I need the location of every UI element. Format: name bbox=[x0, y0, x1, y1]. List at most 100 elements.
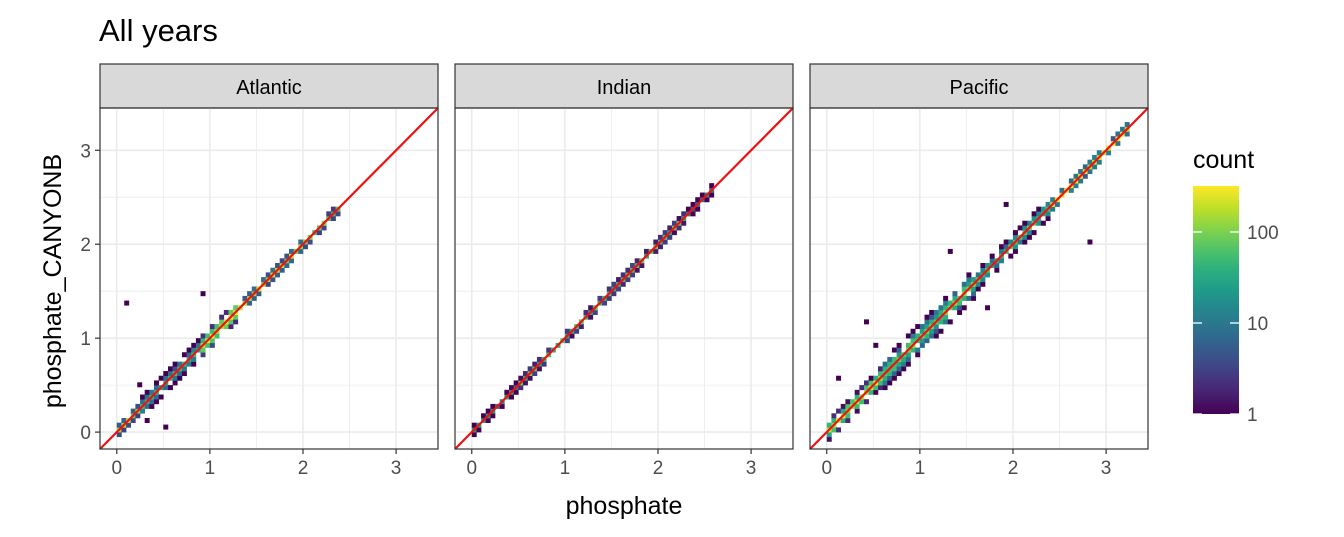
heatmap-tile bbox=[966, 295, 972, 301]
heatmap-tile bbox=[307, 239, 313, 245]
x-tick-label: 0 bbox=[466, 458, 477, 479]
heatmap-tile bbox=[1050, 197, 1056, 203]
facet-panel-atlantic: Atlantic 0 1 2 3 0 1 2 3 bbox=[80, 63, 439, 479]
heatmap-tile bbox=[938, 305, 944, 311]
heatmap-tile bbox=[826, 436, 832, 442]
heatmap-tile bbox=[929, 314, 935, 320]
heatmap-tile bbox=[989, 253, 995, 259]
heatmap-tile bbox=[1059, 187, 1065, 193]
heatmap-tile bbox=[172, 375, 178, 381]
heatmap-tile bbox=[140, 399, 145, 405]
heatmap-tile bbox=[667, 225, 673, 231]
heatmap-tile bbox=[854, 394, 860, 400]
heatmap-tile bbox=[1012, 244, 1018, 250]
panel-border bbox=[99, 107, 439, 450]
heatmap-tile bbox=[251, 295, 257, 301]
heatmap-tile bbox=[1096, 159, 1102, 165]
facet-strip-label: Pacific bbox=[950, 77, 1009, 99]
heatmap-tile bbox=[864, 380, 869, 386]
heatmap-tile bbox=[172, 380, 178, 386]
heatmap-tile bbox=[952, 291, 958, 297]
heatmap-tile bbox=[214, 333, 220, 339]
heatmap-tile bbox=[1087, 239, 1093, 245]
heatmap-tile bbox=[606, 286, 612, 292]
heatmap-tile bbox=[840, 403, 846, 409]
heatmap-tile bbox=[919, 338, 925, 344]
x-tick-label: 3 bbox=[391, 458, 402, 479]
heatmap-tile bbox=[298, 248, 304, 254]
heatmap-tile bbox=[1092, 154, 1098, 160]
heatmap-tile bbox=[1022, 234, 1028, 240]
heatmap-tile bbox=[859, 385, 865, 391]
heatmap-tile bbox=[1068, 178, 1074, 184]
heatmap-tile bbox=[121, 418, 127, 423]
heatmap-tile bbox=[671, 220, 677, 226]
heatmap-tile bbox=[546, 347, 552, 353]
heatmap-tile bbox=[882, 380, 888, 386]
heatmap-tile bbox=[896, 347, 902, 353]
heatmap-tile bbox=[275, 263, 281, 268]
heatmap-tile bbox=[1036, 211, 1042, 217]
heatmap-tile bbox=[896, 366, 902, 372]
heatmap-tile bbox=[124, 300, 130, 306]
heatmap-tile bbox=[191, 361, 197, 367]
heatmap-tile bbox=[522, 371, 528, 377]
color-legend: count 1 10 100 bbox=[1193, 146, 1279, 426]
heatmap-tile bbox=[891, 375, 897, 381]
heatmap-tile bbox=[831, 427, 837, 433]
heatmap-tile bbox=[172, 366, 178, 372]
heatmap-tile bbox=[957, 305, 963, 311]
heatmap-tile bbox=[910, 333, 916, 339]
heatmap-tile bbox=[657, 234, 663, 240]
heatmap-tile bbox=[961, 295, 967, 301]
x-tick-label: 1 bbox=[205, 458, 216, 479]
heatmap-tile bbox=[513, 389, 519, 395]
heatmap-tile bbox=[616, 286, 622, 292]
heatmap-tile bbox=[167, 366, 173, 372]
heatmap-tile bbox=[181, 371, 187, 377]
chart-title: All years bbox=[99, 13, 218, 48]
heatmap-tile bbox=[270, 277, 276, 283]
heatmap-tile bbox=[233, 319, 239, 325]
heatmap-tile bbox=[518, 375, 524, 381]
heatmap-tile bbox=[630, 272, 636, 278]
heatmap-tile bbox=[836, 427, 842, 433]
heatmap-tile bbox=[588, 305, 594, 311]
heatmap-tile bbox=[905, 333, 911, 339]
heatmap-tile bbox=[1054, 201, 1060, 207]
x-tick-label: 2 bbox=[653, 458, 664, 479]
heatmap-tile bbox=[854, 408, 860, 414]
heatmap-tile bbox=[877, 385, 883, 391]
heatmap-tile bbox=[971, 291, 977, 297]
facet-panels: Atlantic 0 1 2 3 0 1 2 3 Indian 0 1 2 3 Pacific 0 1 2 3 bbox=[80, 63, 1149, 479]
heatmap-tile bbox=[887, 371, 893, 377]
heatmap-tile bbox=[910, 328, 916, 334]
heatmap-tile bbox=[957, 300, 963, 306]
heatmap-tile bbox=[924, 319, 930, 325]
heatmap-tile bbox=[915, 333, 921, 339]
x-tick-label: 3 bbox=[1101, 458, 1112, 479]
heatmap-tile bbox=[943, 319, 949, 325]
heatmap-tile bbox=[905, 342, 911, 348]
heatmap-tile bbox=[1115, 131, 1121, 137]
heatmap-tile bbox=[509, 394, 514, 400]
heatmap-tile bbox=[985, 272, 991, 278]
heatmap-tile bbox=[200, 338, 206, 344]
heatmap-tile bbox=[709, 183, 715, 189]
heatmap-tile bbox=[695, 197, 701, 203]
heatmap-tile bbox=[1012, 248, 1018, 254]
heatmap-tile bbox=[620, 272, 626, 278]
heatmap-tile bbox=[205, 342, 211, 348]
heatmap-tile bbox=[490, 403, 496, 409]
heatmap-tile bbox=[532, 361, 538, 367]
heatmap-tile bbox=[943, 305, 949, 311]
heatmap-tile bbox=[195, 342, 201, 348]
heatmap-tile bbox=[891, 366, 897, 372]
heatmap-tile bbox=[195, 338, 201, 344]
heatmap-tile bbox=[1124, 122, 1130, 128]
heatmap-tile bbox=[1036, 220, 1042, 226]
heatmap-tile bbox=[209, 328, 215, 334]
heatmap-tile bbox=[172, 361, 178, 367]
heatmap-tile bbox=[1068, 187, 1074, 193]
heatmap-tile bbox=[877, 380, 883, 386]
